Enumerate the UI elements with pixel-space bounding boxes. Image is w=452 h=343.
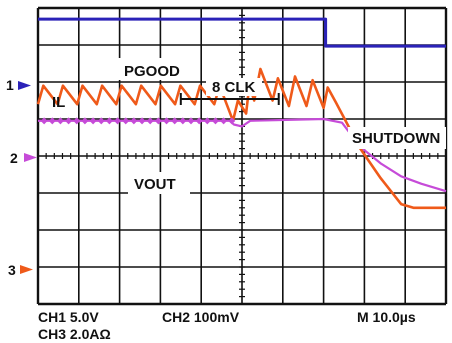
label-vout: VOUT [134, 176, 176, 193]
channel-1-marker: 1 [6, 77, 14, 93]
channel-2-marker: 2 [10, 150, 18, 166]
label-pgood: PGOOD [124, 63, 180, 80]
vout-marker [138, 117, 146, 125]
vout-marker [146, 117, 154, 125]
vout-marker [203, 117, 211, 125]
vout-sample-markers [40, 117, 236, 125]
vout-marker [171, 117, 179, 125]
clk-label-background [206, 78, 262, 96]
clk-bracket [179, 78, 280, 105]
vout-marker [195, 117, 203, 125]
vout-marker [97, 117, 105, 125]
readout-ch1: CH1 5.0V [38, 309, 99, 325]
readout-timebase: M 10.0µs [357, 309, 416, 325]
arrow-right-icon [18, 81, 31, 90]
vout-marker [73, 117, 81, 125]
vout-label-background [128, 172, 190, 194]
vout-marker [154, 117, 162, 125]
label-il: IL [52, 94, 65, 111]
vout-marker [65, 117, 73, 125]
vout-marker [89, 117, 97, 125]
trace-pgood [38, 17, 446, 48]
vout-marker [122, 117, 130, 125]
vout-marker [163, 117, 171, 125]
pgood-label-background [118, 58, 198, 80]
trace-il [36, 67, 446, 210]
vout-marker [228, 117, 236, 125]
channel-3-marker: 3 [8, 262, 16, 278]
readout-ch2: CH2 100mV [162, 309, 240, 325]
arrow-right-icon [24, 153, 37, 162]
vout-marker [48, 117, 56, 125]
traces [36, 17, 447, 210]
label-8-clk: 8 CLK [212, 79, 256, 96]
trace-vout [38, 117, 447, 193]
arrow-right-icon [20, 265, 33, 274]
readout-ch3: CH3 2.0AΩ [38, 326, 111, 342]
vout-marker [105, 117, 113, 125]
vout-marker [130, 117, 138, 125]
vout-marker [81, 117, 89, 125]
vout-marker [114, 117, 122, 125]
vout-marker [40, 117, 48, 125]
vout-marker [211, 117, 219, 125]
vout-marker [187, 117, 195, 125]
label-shutdown: SHUTDOWN [352, 130, 440, 147]
vout-marker [179, 117, 187, 125]
shutdown-label-background [348, 127, 446, 149]
vout-marker [220, 117, 228, 125]
graticule [36, 6, 448, 306]
vout-marker [56, 117, 64, 125]
